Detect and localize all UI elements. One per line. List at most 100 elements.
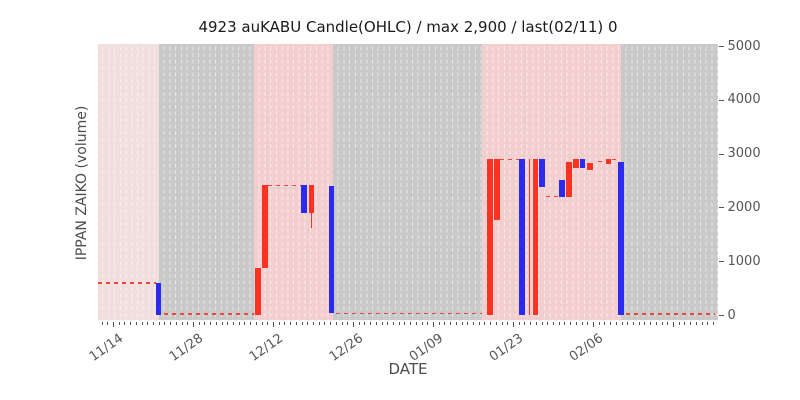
x-major-tick bbox=[352, 322, 354, 327]
x-minor-tick bbox=[221, 322, 223, 325]
x-minor-tick bbox=[610, 322, 612, 325]
x-minor-tick bbox=[118, 322, 120, 325]
candle-up bbox=[605, 159, 612, 165]
x-major-tick bbox=[592, 322, 594, 327]
x-minor-tick bbox=[455, 322, 457, 325]
x-minor-tick bbox=[438, 322, 440, 325]
x-minor-tick bbox=[421, 322, 423, 325]
level-dash-line bbox=[625, 313, 716, 315]
x-minor-tick bbox=[227, 322, 229, 325]
x-tick-label: 12/26 bbox=[326, 331, 366, 365]
x-minor-tick bbox=[581, 322, 583, 325]
x-minor-tick bbox=[415, 322, 417, 325]
x-minor-tick bbox=[347, 322, 349, 325]
x-minor-tick bbox=[101, 322, 103, 325]
x-minor-tick bbox=[564, 322, 566, 325]
x-minor-tick bbox=[284, 322, 286, 325]
x-minor-tick bbox=[707, 322, 709, 325]
x-major-tick bbox=[512, 322, 514, 327]
x-minor-tick bbox=[152, 322, 154, 325]
x-minor-tick bbox=[107, 322, 109, 325]
y-tick bbox=[718, 207, 724, 209]
x-major-tick bbox=[113, 322, 114, 327]
x-minor-tick bbox=[604, 322, 606, 325]
x-minor-tick bbox=[324, 322, 326, 325]
x-minor-tick bbox=[290, 322, 292, 325]
x-minor-tick bbox=[364, 322, 366, 325]
x-minor-tick bbox=[398, 322, 400, 325]
candle-up bbox=[487, 159, 493, 316]
x-minor-tick bbox=[141, 322, 143, 325]
x-minor-tick bbox=[472, 322, 474, 325]
x-minor-tick bbox=[158, 322, 160, 325]
candle-up bbox=[308, 185, 315, 214]
x-minor-tick bbox=[404, 322, 406, 325]
x-major-tick bbox=[672, 322, 674, 327]
x-minor-tick bbox=[181, 322, 183, 325]
x-minor-tick bbox=[175, 322, 177, 325]
x-minor-tick bbox=[307, 322, 309, 325]
x-minor-tick bbox=[341, 322, 343, 325]
x-minor-tick bbox=[650, 322, 652, 325]
level-dash-line bbox=[335, 312, 482, 315]
y-tick bbox=[718, 153, 724, 155]
x-minor-tick bbox=[484, 322, 486, 325]
x-minor-tick bbox=[541, 322, 543, 325]
x-minor-tick bbox=[335, 322, 337, 325]
shade-band-gray bbox=[332, 44, 483, 320]
x-minor-tick bbox=[278, 322, 280, 325]
candle-down bbox=[618, 162, 624, 316]
y-tick-label: 2000 bbox=[727, 199, 761, 215]
level-dash-line bbox=[98, 282, 157, 284]
y-tick bbox=[718, 314, 724, 317]
x-minor-tick bbox=[318, 322, 320, 325]
x-minor-tick bbox=[130, 322, 132, 325]
candle-down bbox=[301, 185, 307, 214]
candle-up bbox=[262, 185, 268, 269]
x-minor-tick bbox=[381, 322, 383, 325]
x-minor-tick bbox=[210, 322, 212, 325]
x-minor-tick bbox=[667, 322, 669, 325]
x-minor-tick bbox=[712, 322, 714, 325]
x-minor-tick bbox=[467, 322, 469, 325]
x-major-tick bbox=[432, 322, 434, 327]
candle-down bbox=[155, 283, 162, 316]
y-tick-label: 0 bbox=[727, 307, 736, 323]
candle-down bbox=[519, 159, 525, 316]
x-minor-tick bbox=[621, 322, 623, 325]
x-minor-tick bbox=[135, 322, 137, 325]
x-minor-tick bbox=[547, 322, 549, 325]
level-dash-line bbox=[611, 158, 619, 161]
shade-band-pink_light bbox=[98, 44, 159, 320]
x-minor-tick bbox=[267, 322, 269, 325]
x-minor-tick bbox=[615, 322, 617, 325]
x-minor-tick bbox=[690, 322, 692, 325]
candle-down bbox=[328, 186, 335, 313]
x-minor-tick bbox=[301, 322, 303, 325]
y-tick bbox=[718, 45, 724, 48]
y-tick-label: 1000 bbox=[727, 253, 761, 269]
x-minor-tick bbox=[358, 322, 360, 325]
x-minor-tick bbox=[392, 322, 394, 325]
x-minor-tick bbox=[170, 322, 172, 325]
candle-up bbox=[566, 161, 572, 197]
x-minor-tick bbox=[244, 322, 246, 325]
x-minor-tick bbox=[375, 322, 377, 325]
x-minor-tick bbox=[644, 322, 646, 325]
chart-title: 4923 auKABU Candle(OHLC) / max 2,900 / l… bbox=[198, 18, 618, 36]
x-minor-tick bbox=[370, 322, 372, 325]
x-minor-tick bbox=[387, 322, 389, 325]
x-minor-tick bbox=[461, 322, 463, 325]
x-minor-tick bbox=[295, 322, 297, 325]
x-major-tick bbox=[192, 322, 194, 327]
level-dash-line bbox=[546, 195, 559, 198]
x-minor-tick bbox=[450, 322, 452, 325]
candle-down bbox=[559, 179, 565, 197]
x-minor-tick bbox=[701, 322, 703, 325]
x-minor-tick bbox=[215, 322, 217, 325]
candle-down bbox=[579, 159, 586, 168]
x-minor-tick bbox=[478, 322, 480, 325]
candle-up bbox=[532, 159, 538, 316]
candle-up bbox=[587, 162, 593, 170]
